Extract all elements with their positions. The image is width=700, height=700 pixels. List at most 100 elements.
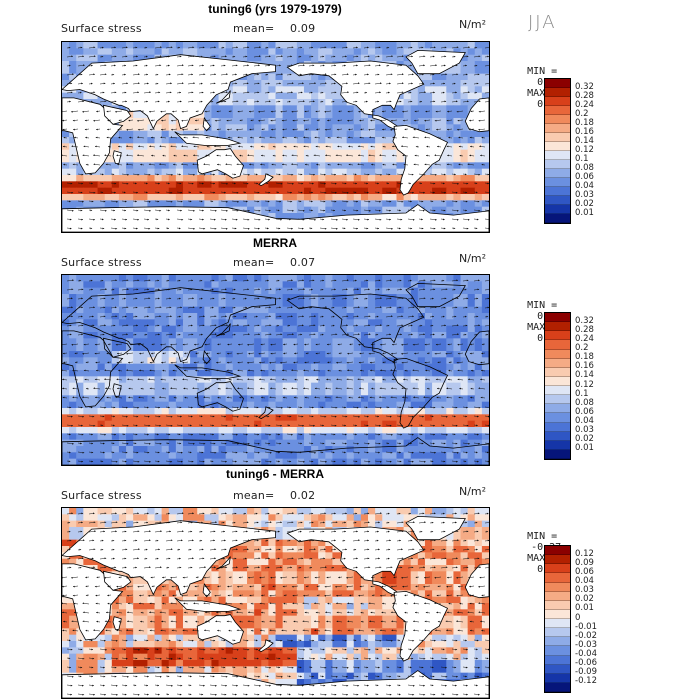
- season-label: JJA: [528, 12, 557, 33]
- colorbar-tick-label: 0.04: [575, 576, 594, 586]
- colorbar-tick-label: 0.32: [575, 315, 594, 326]
- colorbar-swatch: [545, 115, 570, 124]
- colorbar-swatch: [545, 619, 570, 629]
- panel-title: tuning6 - MERRA: [226, 467, 324, 481]
- colorbar-tick-label: -0.02: [575, 630, 597, 641]
- colorbar-tick-label: 0.04: [575, 180, 594, 191]
- colorbar-tick-label: 0.14: [575, 370, 594, 381]
- colorbar-swatch: [545, 214, 570, 223]
- colorbar-swatch: [545, 322, 570, 332]
- colorbar-tick-label: 0.1: [575, 388, 589, 399]
- colorbar-tick-label: 0.28: [575, 324, 594, 335]
- map-canvas: [62, 42, 489, 232]
- colorbar-tick-label: 0.09: [575, 557, 594, 568]
- colorbar-swatch: [545, 133, 570, 142]
- colorbar-tick-label: 0.02: [575, 594, 594, 605]
- colorbar-swatch: [545, 655, 570, 665]
- colorbar-tick-label: 0.32: [575, 81, 594, 92]
- colorbar-swatch: [545, 673, 570, 683]
- colorbar-swatch: [545, 555, 570, 565]
- colorbar-swatch: [545, 440, 570, 450]
- continents: [62, 282, 489, 465]
- colorbar-swatch: [545, 187, 570, 196]
- colorbar-swatch: [545, 142, 570, 151]
- mean-label: mean=: [233, 489, 275, 502]
- stress-map: [61, 507, 490, 699]
- colorbar-swatch: [545, 205, 570, 214]
- colorbar-swatch: [545, 449, 570, 459]
- colorbar-swatch: [545, 79, 570, 88]
- stress-map: [61, 274, 490, 466]
- stress-vectors: [62, 46, 489, 230]
- colorbar-tick-label: 0.18: [575, 117, 594, 128]
- colorbar-tick-label: -0.06: [575, 658, 597, 669]
- panel-title: tuning6 (yrs 1979-1979): [208, 2, 342, 16]
- colorbar-swatch: [545, 349, 570, 359]
- colorbar-tick-label: 0.03: [575, 189, 594, 200]
- mean-value: 0.09: [290, 22, 316, 35]
- colorbar-tick-label: -0.03: [575, 639, 597, 650]
- colorbar-swatch: [545, 151, 570, 160]
- map-canvas: [62, 508, 489, 698]
- variable-label: Surface stress: [61, 22, 142, 35]
- colorbar-swatch: [545, 160, 570, 169]
- colorbar-swatch: [545, 564, 570, 574]
- colorbar-swatch: [545, 169, 570, 178]
- colorbar-tick-label: -0.01: [575, 621, 597, 632]
- colorbar-tick-label: 0.06: [575, 566, 594, 577]
- units-label: N/m²: [459, 252, 487, 265]
- mean-value: 0.07: [290, 256, 316, 269]
- variable-label: Surface stress: [61, 256, 142, 269]
- colorbar-swatch: [545, 682, 570, 692]
- colorbar-swatch: [545, 88, 570, 97]
- colorbar-tick-label: 0.2: [575, 108, 589, 119]
- colorbar-swatch: [545, 196, 570, 205]
- stress-map: [61, 41, 490, 233]
- min-label: MIN =: [527, 66, 558, 77]
- colorbar-swatch: [545, 591, 570, 601]
- colorbar-swatch: [545, 637, 570, 647]
- colorbar-swatch: [545, 546, 570, 556]
- colorbar-swatch: [545, 573, 570, 583]
- colorbar-tick-label: 0.2: [575, 343, 589, 353]
- colorbar-swatch: [545, 646, 570, 656]
- colorbar-tick-label: 0.1: [575, 153, 589, 164]
- colorbar-swatch: [545, 413, 570, 423]
- colorbar-swatch: [545, 628, 570, 638]
- min-label: MIN =: [527, 300, 558, 311]
- colorbar-swatch: [545, 97, 570, 106]
- colorbar-swatch: [545, 376, 570, 386]
- colorbar-swatch: [545, 386, 570, 396]
- colorbar-tick-label: 0.16: [575, 126, 594, 137]
- colorbar-tick-label: 0.01: [575, 443, 594, 454]
- colorbar-tick-label: 0.06: [575, 171, 594, 182]
- colorbar-tick-label: 0.08: [575, 162, 594, 173]
- colorbar-tick-label: 0: [575, 612, 581, 623]
- colorbar-tick-label: 0.02: [575, 198, 594, 209]
- continents: [62, 49, 489, 232]
- colorbar-swatch: [545, 600, 570, 610]
- colorbar-swatch: [545, 178, 570, 187]
- mean-value: 0.02: [290, 489, 316, 502]
- colorbar-swatch: [545, 664, 570, 674]
- stress-vectors: [62, 279, 489, 463]
- variable-label: Surface stress: [61, 489, 142, 502]
- panel-title: MERRA: [253, 236, 297, 250]
- colorbar-tick-label: 0.28: [575, 90, 594, 101]
- colorbar-tick-label: 0.14: [575, 135, 594, 146]
- units-label: N/m²: [459, 485, 487, 498]
- colorbar-swatch: [545, 367, 570, 377]
- map-canvas: [62, 275, 489, 465]
- colorbar-tick-label: 0.06: [575, 406, 594, 417]
- colorbar-tick-label: 0.01: [575, 603, 594, 614]
- colorbar: [544, 545, 571, 693]
- colorbar-swatch: [545, 422, 570, 432]
- units-label: N/m²: [459, 18, 487, 31]
- colorbar-tick-label: 0.03: [575, 425, 594, 436]
- colorbar-tick-label: 0.12: [575, 379, 594, 390]
- colorbar-tick-label: -0.04: [575, 649, 597, 659]
- min-label: MIN =: [527, 531, 558, 542]
- stress-field: [62, 275, 489, 465]
- colorbar-swatch: [545, 124, 570, 133]
- colorbar-swatch: [545, 404, 570, 414]
